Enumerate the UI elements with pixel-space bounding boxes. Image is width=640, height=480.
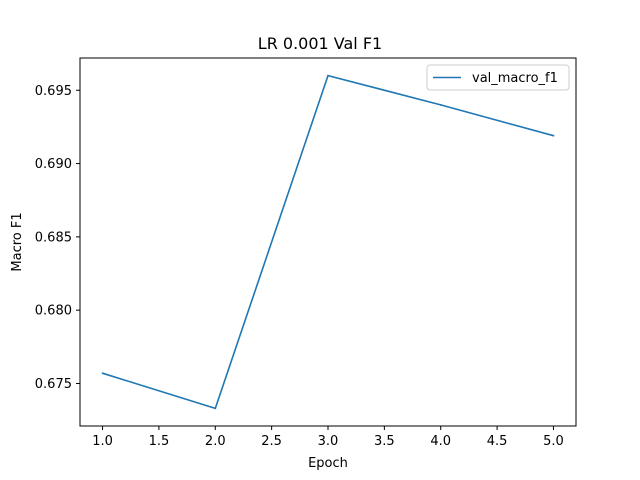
- y-tick-label: 0.685: [35, 230, 72, 245]
- data-point: [552, 134, 555, 137]
- x-tick-label: 1.5: [149, 434, 170, 449]
- y-tick-label: 0.680: [35, 304, 72, 319]
- x-tick-label: 4.0: [430, 434, 451, 449]
- y-axis-label: Macro F1: [10, 212, 25, 271]
- plot-frame: [79, 57, 577, 427]
- x-tick-label: 1.0: [92, 434, 113, 449]
- x-tick-label: 3.0: [318, 434, 339, 449]
- plot-area: [79, 57, 577, 427]
- legend-label: val_macro_f1: [472, 71, 558, 86]
- x-tick-label: 2.0: [205, 434, 226, 449]
- y-tick-label: 0.690: [35, 157, 72, 172]
- data-point: [327, 74, 329, 77]
- x-tick-label: 5.0: [543, 434, 564, 449]
- legend-box: [426, 64, 570, 91]
- data-point: [214, 407, 217, 410]
- chart-title: LR 0.001 Val F1: [258, 34, 382, 53]
- y-axis: 0.675 0.680 0.685 0.690 0.695: [35, 84, 80, 392]
- x-axis-label: Epoch: [308, 456, 348, 471]
- series-layer: [101, 74, 555, 410]
- x-tick-label: 2.5: [261, 434, 282, 449]
- series-line-val_macro_f1: [102, 74, 554, 410]
- data-point: [439, 104, 442, 106]
- x-tick-label: 3.5: [374, 434, 395, 449]
- legend: val_macro_f1: [426, 64, 570, 91]
- y-tick-label: 0.675: [35, 377, 72, 392]
- data-point: [101, 372, 104, 375]
- x-axis: 1.0 1.5 2.0 2.5 3.0 3.5 4.0 4.5 5.0: [92, 426, 564, 449]
- y-tick-label: 0.695: [35, 84, 72, 99]
- x-tick-label: 4.5: [487, 434, 508, 449]
